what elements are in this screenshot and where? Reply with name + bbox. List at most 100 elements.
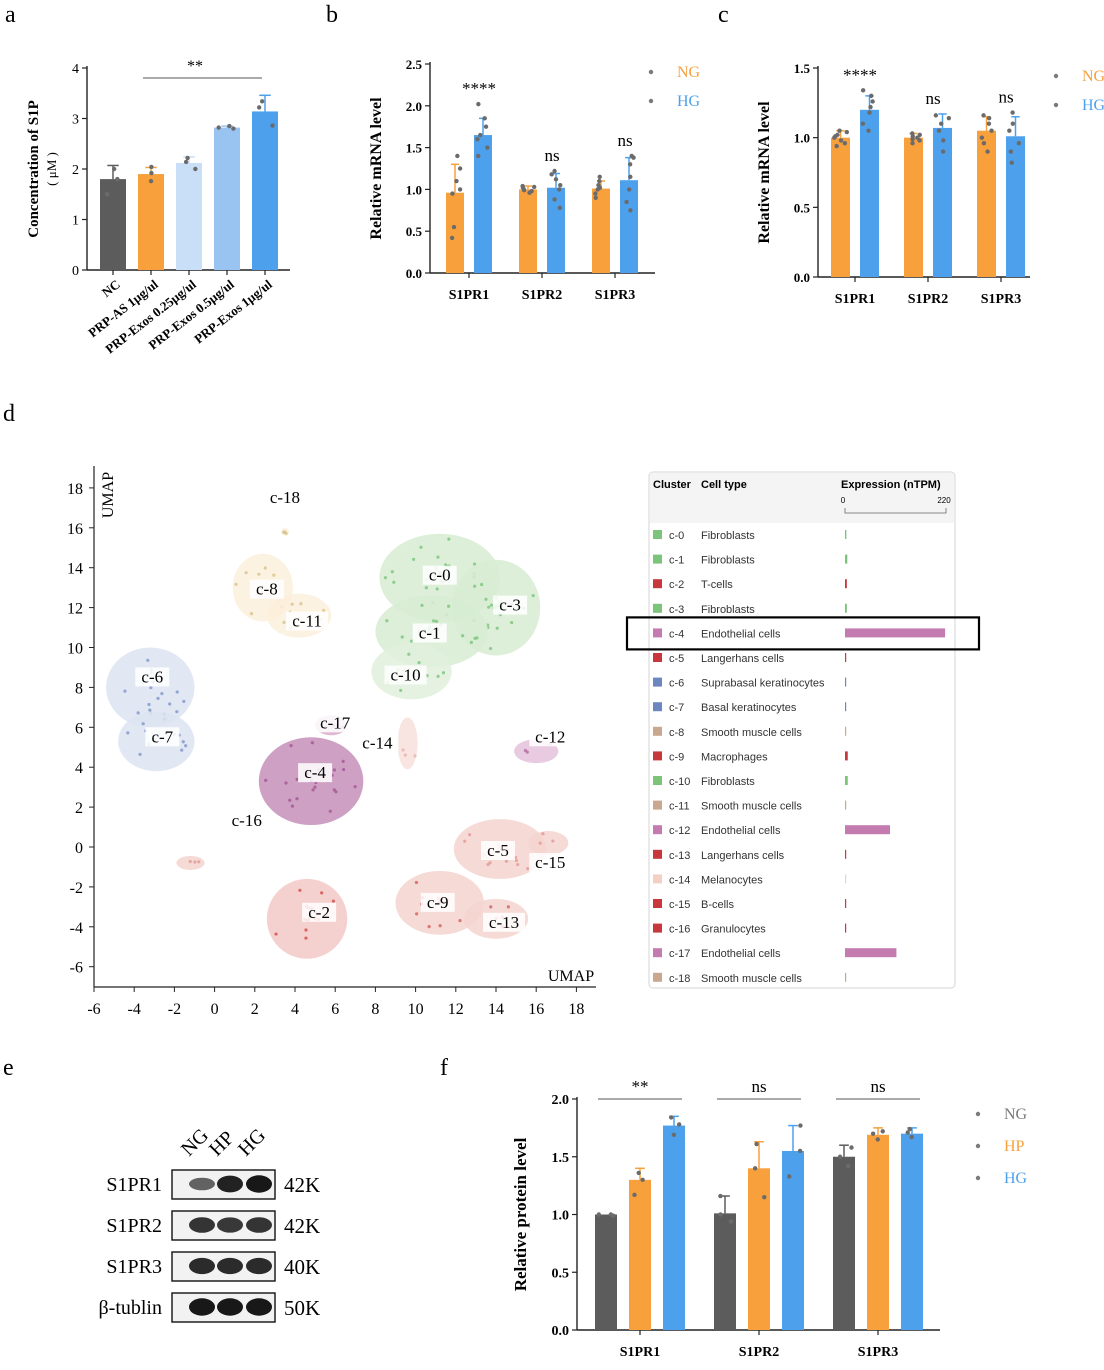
lane-label: HP <box>205 1127 239 1161</box>
cluster-label-bg <box>384 665 427 685</box>
data-point <box>754 1141 759 1147</box>
data-point <box>845 1163 851 1169</box>
data-point <box>917 132 922 138</box>
bar <box>901 1133 923 1330</box>
legend-swatch <box>653 825 662 835</box>
legend-swatch <box>653 849 662 859</box>
legend-row: c-15 B-cells <box>653 899 847 911</box>
cluster-label: c-8 <box>256 580 278 599</box>
legend-marker <box>975 1111 981 1117</box>
cell-point <box>385 619 389 623</box>
cluster-label-bg <box>135 667 170 687</box>
legend-cluster-id: c-1 <box>669 555 684 567</box>
protein-band <box>246 1298 272 1316</box>
legend-cell-type: Melanocytes <box>701 874 763 886</box>
cell-point <box>510 620 514 625</box>
data-point <box>629 153 634 159</box>
cell-point <box>257 572 261 576</box>
data-point <box>787 1174 792 1179</box>
cell-point <box>438 924 442 928</box>
cell-point <box>313 785 317 789</box>
x-tick-label: S1PR2 <box>908 292 948 307</box>
legend-marker <box>1053 73 1059 79</box>
y-tick-label: 2.0 <box>406 99 422 114</box>
cluster-label: c-3 <box>499 596 521 615</box>
legend-row: c-3 Fibroblasts <box>653 603 847 616</box>
bar <box>977 130 996 277</box>
cell-point <box>332 788 336 792</box>
legend-swatch <box>653 554 662 564</box>
cell-point <box>310 741 314 745</box>
cell-point <box>489 905 493 909</box>
x-tick-label: 14 <box>488 1001 504 1018</box>
protein-band <box>217 1217 243 1233</box>
legend-cluster-id: c-2 <box>669 579 684 591</box>
data-point <box>549 172 554 177</box>
cell-point <box>304 928 308 932</box>
data-point <box>718 1193 723 1199</box>
significance-label: ** <box>187 58 203 75</box>
cell-point <box>489 603 494 607</box>
protein-band <box>246 1175 272 1193</box>
protein-label: S1PR3 <box>106 1256 162 1278</box>
x-tick-label: S1PR3 <box>858 1345 898 1360</box>
cell-point <box>514 858 518 863</box>
cell-point <box>322 608 326 613</box>
significance-label: **** <box>843 65 877 84</box>
protein-label: β-tublin <box>98 1297 162 1319</box>
cell-point <box>441 671 446 675</box>
cell-point <box>282 530 286 534</box>
protein-band <box>246 1257 272 1275</box>
data-point <box>451 224 457 230</box>
legend-swatch <box>653 972 662 982</box>
data-point <box>627 162 633 167</box>
cell-point <box>390 570 394 574</box>
expression-bar <box>845 677 847 687</box>
legend-cell-type: Suprabasal keratinocytes <box>701 678 825 690</box>
data-point <box>454 178 459 184</box>
cluster-label: c-13 <box>489 913 519 932</box>
cluster-label-bg <box>529 852 572 872</box>
cell-point <box>175 710 179 714</box>
data-point <box>728 1219 734 1224</box>
data-point <box>482 116 487 121</box>
y-tick-label: 0.5 <box>406 224 423 239</box>
x-tick-label: -4 <box>128 1001 141 1018</box>
legend-swatch <box>653 751 662 761</box>
data-point <box>844 129 850 135</box>
legend-cluster-id: c-18 <box>669 973 690 985</box>
expression-bar <box>845 972 847 982</box>
data-point <box>557 205 563 210</box>
cell-point <box>417 661 421 665</box>
y-axis-label: Relative protein level <box>511 1137 530 1291</box>
data-point <box>628 174 633 180</box>
y-tick-label: 18 <box>67 481 83 498</box>
cluster-label-bg <box>412 623 447 643</box>
bar <box>867 1134 889 1330</box>
significance-label: **** <box>462 79 496 98</box>
cluster-c-16 <box>176 855 205 870</box>
legend-scale-max: 220 <box>937 496 951 505</box>
legend-swatch <box>653 603 662 613</box>
data-point <box>457 187 463 192</box>
y-tick-label: 0 <box>72 264 79 279</box>
cluster-label-bg <box>420 892 455 912</box>
data-point <box>936 128 942 133</box>
cell-point <box>328 809 332 813</box>
cell-point <box>383 576 388 580</box>
cell-point <box>181 740 185 744</box>
umap-plot: -6 -4 -2 0 2 4 6 8 10 12 14 16 18 -6 -4 -2 0 2 4 6 8 10 12 14 16… <box>67 466 596 1018</box>
cell-point <box>473 584 477 588</box>
y-axis-label: UMAP <box>100 472 117 518</box>
significance-label: ns <box>544 146 559 165</box>
y-tick-label: 2.0 <box>552 1093 570 1108</box>
bar <box>904 137 923 277</box>
y-tick-label: 6 <box>75 720 83 737</box>
cluster-label-bg <box>493 595 528 615</box>
y-axis-label: Relative mRNA level <box>368 97 385 240</box>
data-point <box>837 128 842 133</box>
data-point <box>842 141 848 146</box>
cell-point <box>436 674 440 678</box>
cell-point <box>244 571 248 575</box>
cell-point <box>392 580 396 584</box>
